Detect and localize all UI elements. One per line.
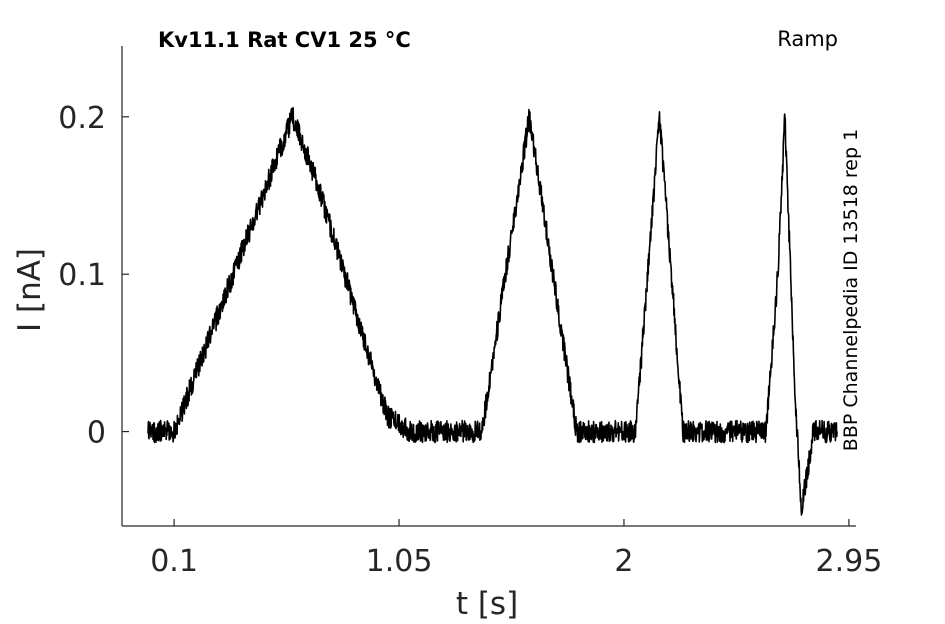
series-line-0 xyxy=(147,106,838,516)
x-tick-label: 0.1 xyxy=(150,544,198,579)
x-tick-label: 2.95 xyxy=(815,544,882,579)
axes xyxy=(121,46,856,527)
x-axis-label: t [s] xyxy=(456,586,518,622)
side-label: BBP Channelpedia ID 13518 rep 1 xyxy=(840,129,862,451)
x-tick-label: 2 xyxy=(614,544,633,579)
series-layer xyxy=(147,106,838,516)
y-tick-label: 0 xyxy=(87,416,106,451)
chart-title: Kv11.1 Rat CV1 25 °C xyxy=(158,28,411,52)
y-tick-label: 0.1 xyxy=(58,258,106,293)
x-tick-label: 1.05 xyxy=(366,544,433,579)
y-axis-label: I [nA] xyxy=(12,248,48,332)
chart-subtitle: Ramp xyxy=(777,27,838,51)
ticks: 0.1 1.05 2 2.95 0 0.1 0.2 xyxy=(58,101,882,579)
y-tick-label: 0.2 xyxy=(58,101,106,136)
